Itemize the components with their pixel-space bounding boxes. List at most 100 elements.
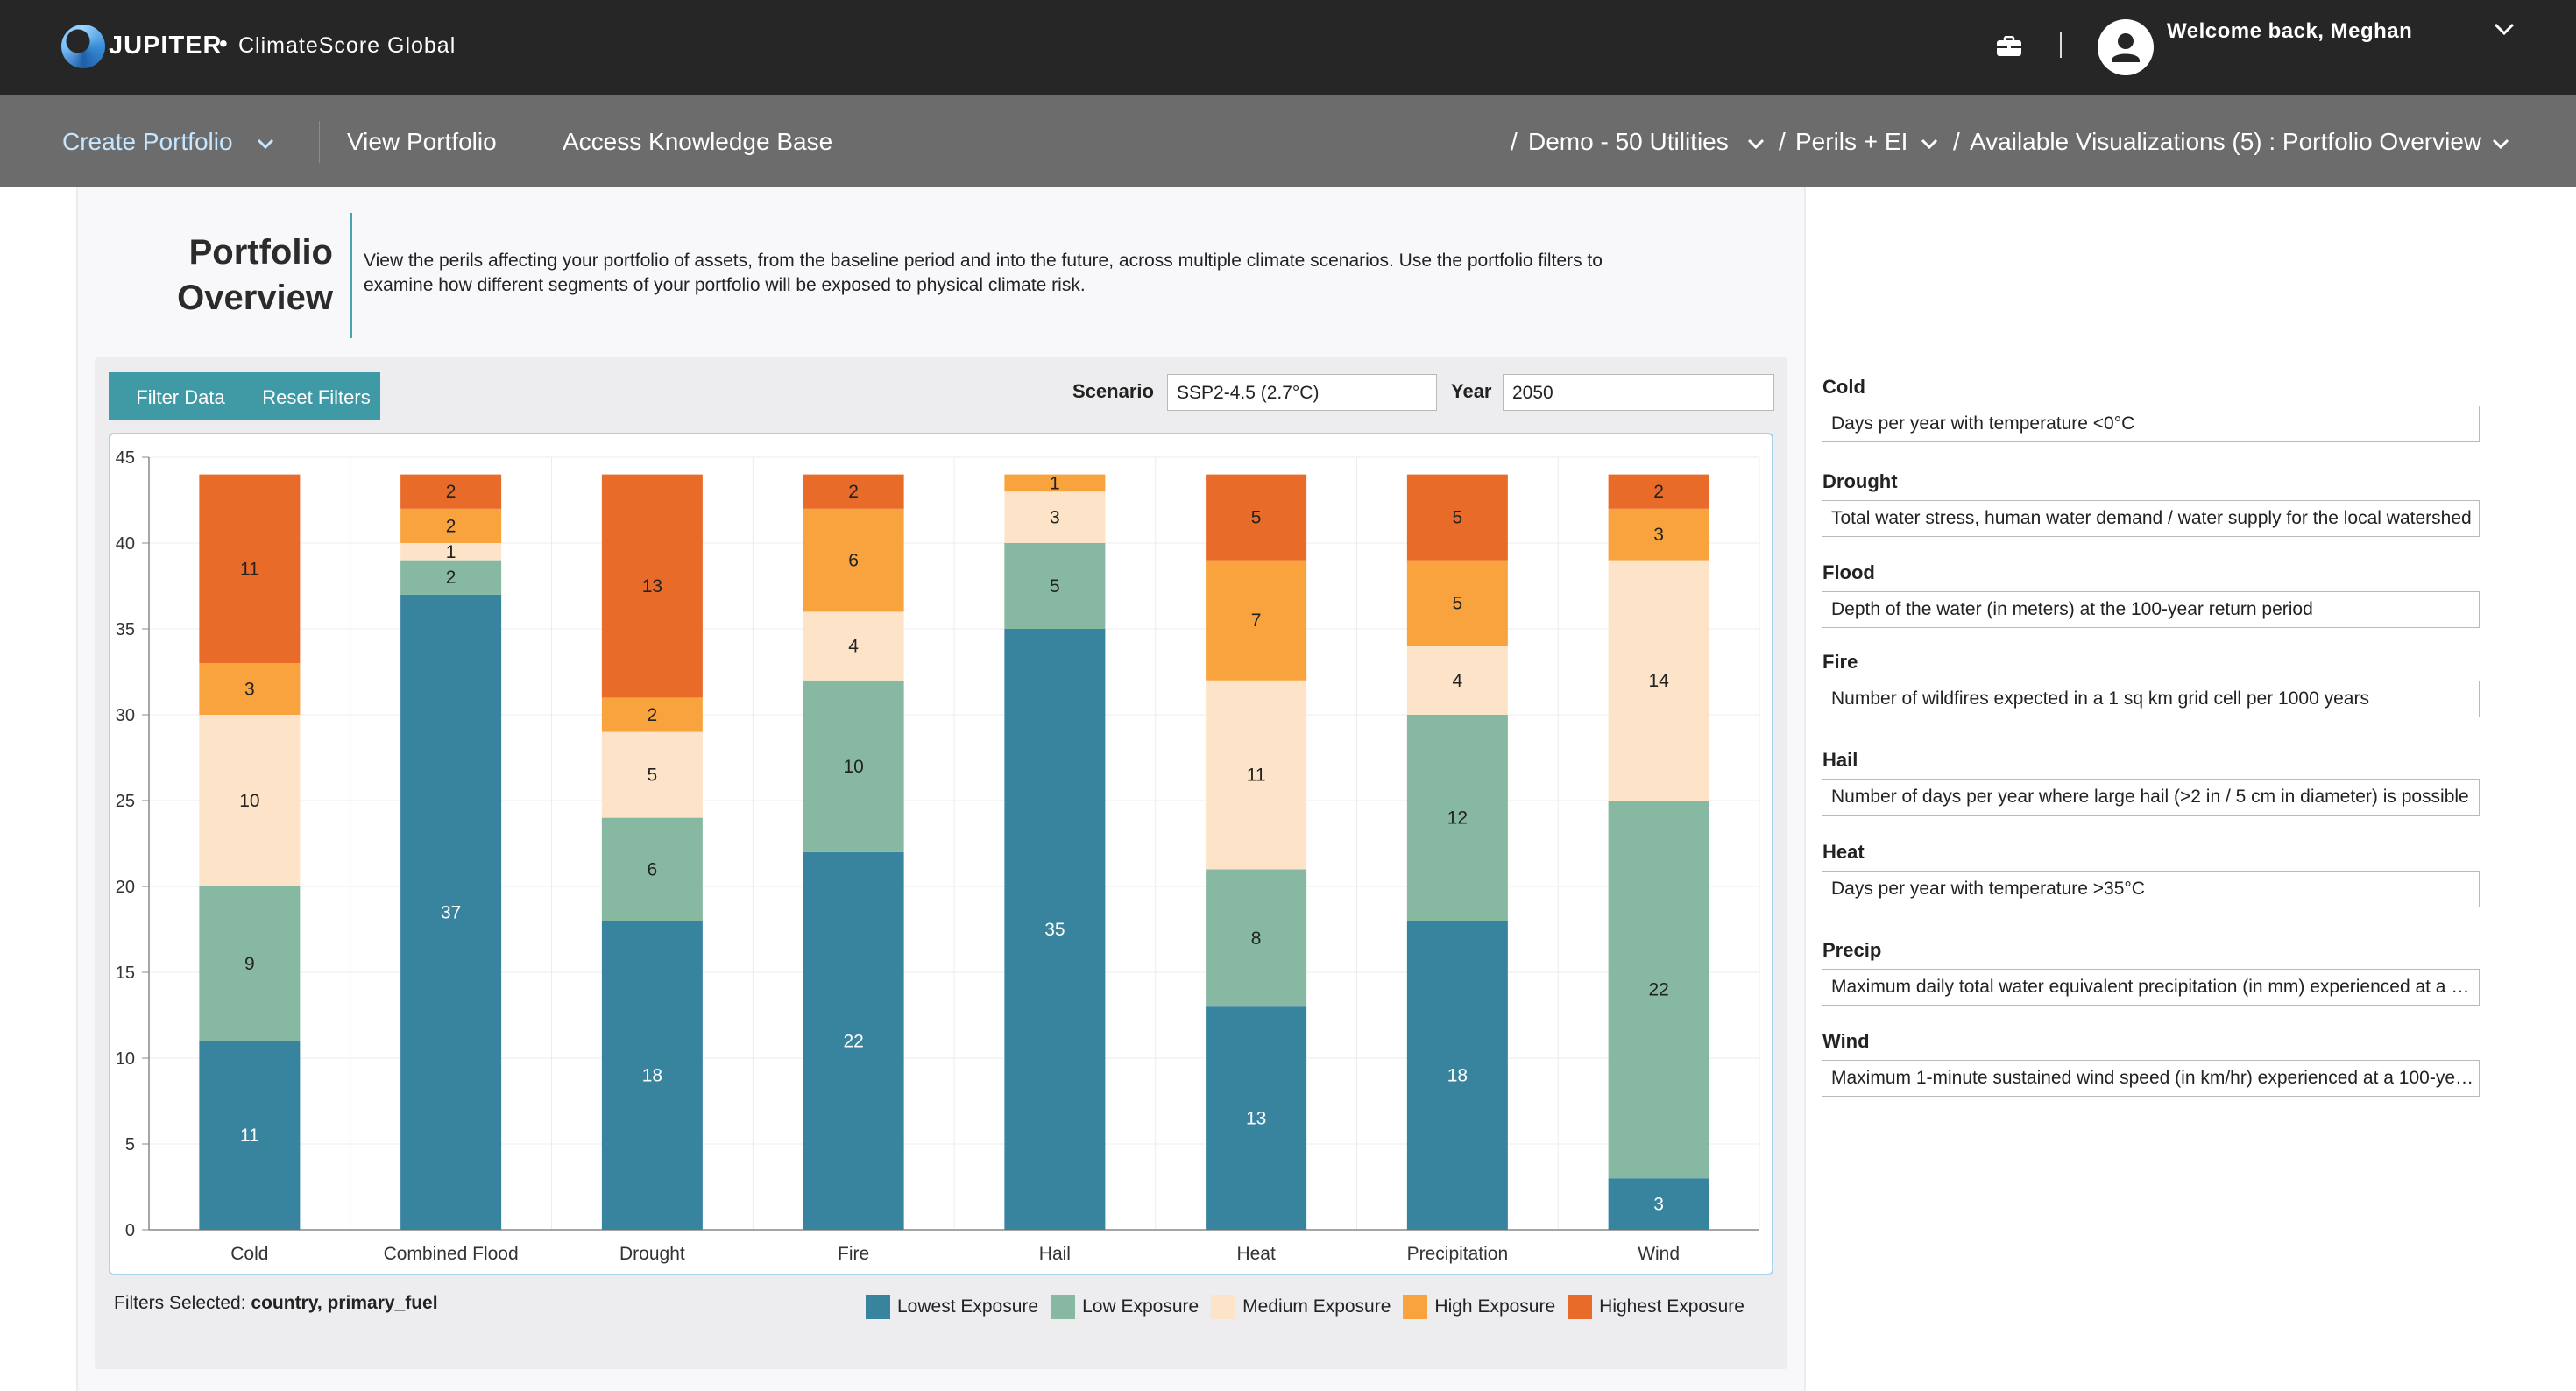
definition-field[interactable]: Maximum 1-minute sustained wind speed (i… — [1822, 1060, 2480, 1097]
nav-view-portfolio[interactable]: View Portfolio — [347, 128, 497, 155]
bar-segment — [803, 851, 904, 1230]
reset-filters-button[interactable]: Reset Filters — [252, 372, 380, 420]
legend-label: Low Exposure — [1082, 1296, 1200, 1317]
bar-value-label: 11 — [240, 559, 259, 579]
breadcrumb-visualizations[interactable]: Available Visualizations (5) : Portfolio… — [1970, 128, 2482, 155]
bar-segment — [199, 474, 301, 664]
legend-label: High Exposure — [1434, 1296, 1556, 1317]
bar-segment — [1406, 921, 1508, 1230]
bar-value-label: 5 — [1050, 576, 1060, 597]
bar-segment — [400, 560, 502, 595]
legend-item[interactable]: Lowest Exposure — [866, 1295, 1038, 1319]
definition-field[interactable]: Number of days per year where large hail… — [1822, 779, 2480, 816]
x-tick-label: Drought — [619, 1244, 685, 1264]
definition-field[interactable]: Total water stress, human water demand /… — [1822, 500, 2480, 537]
y-tick-label: 40 — [116, 534, 135, 554]
portfolio-chevron-icon[interactable] — [1746, 137, 1766, 151]
legend-swatch — [866, 1295, 890, 1319]
bar-segment — [1206, 680, 1307, 870]
top-bar: JUPITER • ClimateScore Global Welcome ba… — [0, 0, 2576, 95]
filters-label: Filters Selected: — [114, 1293, 246, 1313]
bar-segment — [400, 508, 502, 543]
bar-segment — [400, 594, 502, 1230]
bar-segment — [199, 1041, 301, 1230]
definition-label: Flood — [1822, 561, 1875, 583]
legend-item[interactable]: Low Exposure — [1051, 1295, 1199, 1319]
bar-value-label: 35 — [1044, 920, 1065, 940]
bar-value-label: 5 — [1251, 508, 1262, 528]
definition-label: Heat — [1822, 841, 1865, 863]
legend-swatch — [1403, 1295, 1428, 1319]
bar-value-label: 1 — [446, 542, 456, 562]
legend-label: Lowest Exposure — [897, 1296, 1039, 1317]
legend-item[interactable]: High Exposure — [1403, 1295, 1555, 1319]
definition-field[interactable]: Maximum daily total water equivalent pre… — [1822, 969, 2480, 1006]
bar-segment — [1206, 1006, 1307, 1230]
definition-label: Fire — [1822, 651, 1858, 673]
bar-value-label: 22 — [1648, 980, 1668, 1000]
legend-label: Medium Exposure — [1242, 1296, 1391, 1317]
breadcrumb-separator: / — [1511, 128, 1518, 155]
x-tick-label: Hail — [1039, 1244, 1071, 1264]
bar-value-label: 2 — [446, 482, 456, 502]
bar-value-label: 6 — [848, 551, 859, 571]
definition-field[interactable]: Number of wildfires expected in a 1 sq k… — [1822, 681, 2480, 717]
bar-value-label: 22 — [843, 1031, 863, 1051]
bar-value-label: 7 — [1251, 611, 1262, 631]
user-avatar-icon[interactable] — [2098, 19, 2154, 75]
y-tick-label: 0 — [125, 1221, 135, 1240]
definition-field[interactable]: Depth of the water (in meters) at the 10… — [1822, 591, 2480, 628]
bar-value-label: 8 — [1251, 929, 1262, 949]
year-select[interactable]: 2050 — [1503, 374, 1774, 411]
bar-segment — [1004, 543, 1106, 629]
definition-label: Precip — [1822, 939, 1882, 961]
filter-data-button[interactable]: Filter Data — [109, 372, 252, 420]
bar-segment — [199, 663, 301, 715]
breadcrumb-separator: / — [1953, 128, 1960, 155]
create-portfolio-chevron-icon[interactable] — [256, 137, 275, 151]
bar-value-label: 12 — [1447, 808, 1468, 829]
y-tick-label: 10 — [116, 1049, 135, 1069]
bar-segment — [601, 921, 703, 1230]
bar-value-label: 2 — [648, 705, 658, 725]
page-title-line1: Portfolio — [188, 233, 333, 272]
bar-value-label: 2 — [446, 516, 456, 536]
bar-value-label: 3 — [1653, 525, 1664, 545]
legend-item[interactable]: Highest Exposure — [1568, 1295, 1744, 1319]
bar-value-label: 13 — [642, 576, 662, 597]
breadcrumb-perils[interactable]: Perils + EI — [1795, 128, 1908, 155]
visualizations-chevron-icon[interactable] — [2491, 137, 2510, 151]
legend-item[interactable]: Medium Exposure — [1211, 1295, 1391, 1319]
bar-value-label: 10 — [239, 791, 259, 811]
page-title: Portfolio Overview — [166, 229, 333, 321]
nav-knowledge-base[interactable]: Access Knowledge Base — [563, 128, 833, 155]
bar-segment — [1406, 646, 1508, 715]
y-tick-label: 15 — [116, 964, 135, 983]
bar-value-label: 6 — [648, 859, 658, 879]
definition-field[interactable]: Days per year with temperature >35°C — [1822, 871, 2480, 907]
bar-segment — [1206, 869, 1307, 1007]
user-menu-chevron-icon[interactable] — [2492, 19, 2516, 39]
breadcrumb-separator: / — [1779, 128, 1786, 155]
definition-label: Drought — [1822, 470, 1898, 492]
bar-segment — [803, 508, 904, 612]
bar-segment — [1608, 474, 1709, 509]
x-tick-label: Cold — [230, 1244, 268, 1264]
nav-create-portfolio[interactable]: Create Portfolio — [62, 128, 233, 155]
briefcase-icon[interactable] — [1996, 36, 2022, 57]
bar-segment — [1206, 560, 1307, 681]
legend-swatch — [1051, 1295, 1076, 1319]
perils-chevron-icon[interactable] — [1920, 137, 1939, 151]
definition-field[interactable]: Days per year with temperature <0°C — [1822, 406, 2480, 442]
scenario-select[interactable]: SSP2-4.5 (2.7°C) — [1167, 374, 1437, 411]
product-name: ClimateScore Global — [238, 33, 456, 58]
bar-value-label: 4 — [1453, 671, 1463, 691]
bar-segment — [1608, 801, 1709, 1179]
bar-segment — [1608, 1178, 1709, 1230]
title-accent-bar — [350, 213, 352, 338]
jupiter-logo-icon — [61, 25, 105, 68]
header-divider — [2060, 32, 2062, 58]
logo-separator: • — [219, 30, 228, 57]
legend-label: Highest Exposure — [1599, 1296, 1744, 1317]
breadcrumb-portfolio[interactable]: Demo - 50 Utilities — [1528, 128, 1729, 155]
